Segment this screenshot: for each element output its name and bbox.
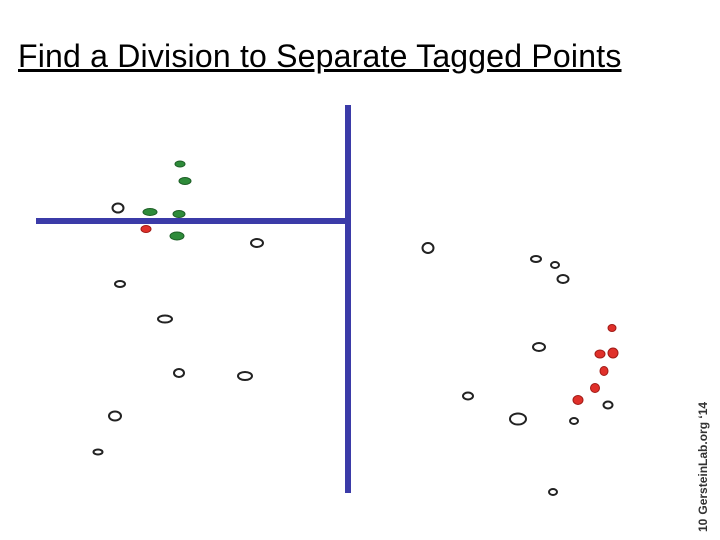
red-points [140, 225, 619, 405]
point [157, 314, 173, 324]
point [250, 238, 264, 248]
untagged-points [92, 202, 614, 496]
point [530, 255, 542, 263]
point [532, 342, 546, 352]
point [607, 324, 617, 332]
point [140, 225, 152, 233]
point [111, 202, 125, 214]
point [602, 400, 614, 410]
point [548, 488, 558, 496]
point [108, 410, 122, 422]
point [607, 347, 619, 359]
point [599, 366, 609, 376]
point [594, 349, 606, 359]
point [114, 280, 126, 288]
point [550, 261, 560, 269]
point [237, 371, 253, 381]
point [462, 391, 474, 401]
point [509, 412, 527, 426]
credit: GersteinLab.org ‘14 [696, 401, 710, 515]
point [92, 448, 104, 456]
point [421, 242, 435, 254]
point [569, 417, 579, 425]
point [169, 231, 185, 241]
footer: 10 GersteinLab.org ‘14 [696, 398, 710, 532]
point [174, 160, 186, 168]
point [142, 208, 158, 216]
point [556, 274, 570, 284]
slide-title: Find a Division to Separate Tagged Point… [18, 38, 622, 74]
point [178, 177, 192, 185]
green-points [142, 160, 192, 241]
point [172, 210, 186, 218]
page-number: 10 [696, 518, 710, 532]
point [590, 383, 600, 393]
point [572, 395, 584, 405]
point [173, 368, 185, 378]
